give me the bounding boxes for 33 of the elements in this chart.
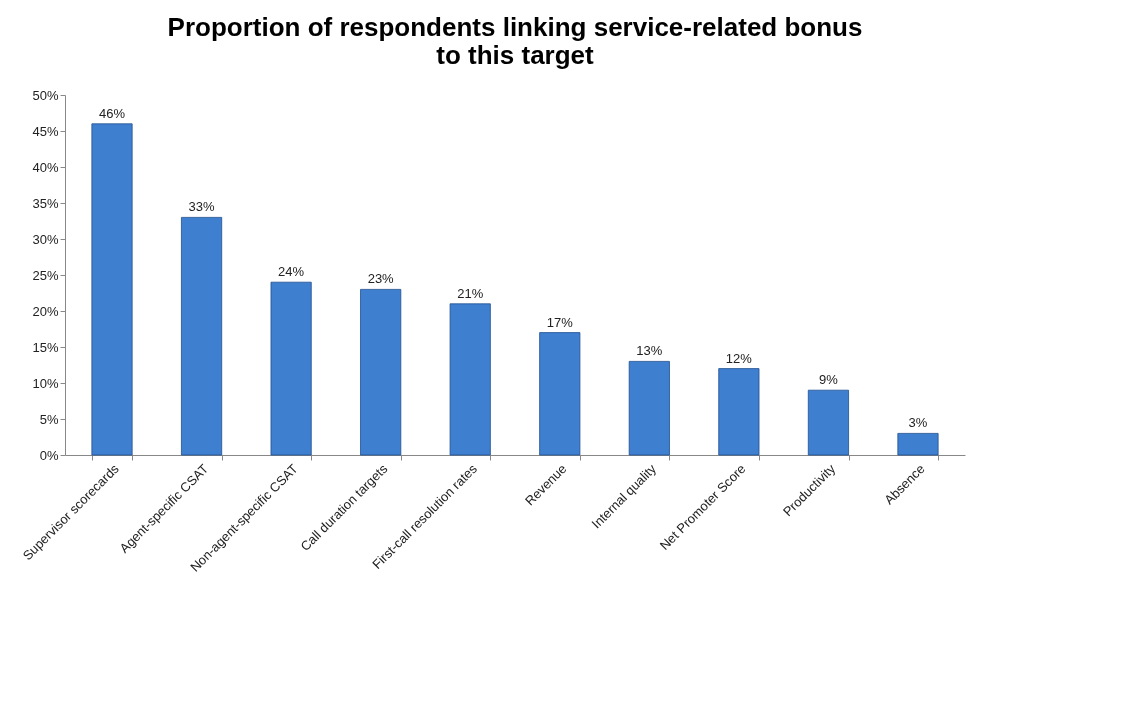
bar <box>718 368 760 456</box>
data-label: 46% <box>99 105 126 121</box>
bar <box>270 281 312 456</box>
data-label: 9% <box>819 372 839 388</box>
bar <box>91 123 133 456</box>
data-label: 21% <box>457 285 484 301</box>
y-tick-label: 20% <box>32 303 59 319</box>
data-label: 24% <box>278 264 305 280</box>
y-tick-label: 40% <box>32 159 59 175</box>
y-tick-label: 25% <box>32 267 59 283</box>
text: Proportion of respondents linking service-related bonus <box>167 12 863 42</box>
bar <box>360 289 402 456</box>
data-label: 13% <box>636 343 663 359</box>
text: to this target <box>436 40 594 70</box>
bar <box>449 303 491 456</box>
data-label: 33% <box>188 199 216 215</box>
bar <box>181 217 223 456</box>
bar <box>807 389 849 456</box>
y-tick-label: 0% <box>39 447 59 463</box>
y-tick-label: 15% <box>32 339 59 355</box>
data-label: 12% <box>725 350 753 366</box>
data-label: 17% <box>546 314 574 330</box>
y-tick-label: 10% <box>32 375 59 391</box>
y-tick-label: 45% <box>32 123 59 139</box>
bar <box>539 332 581 456</box>
y-tick-label: 30% <box>32 231 59 247</box>
data-label: 23% <box>367 271 395 287</box>
data-label: 3% <box>908 415 928 431</box>
y-tick-label: 5% <box>39 411 59 427</box>
bar <box>897 433 939 456</box>
y-tick-label: 50% <box>32 87 59 103</box>
y-tick-label: 35% <box>32 195 59 211</box>
bar <box>628 361 670 456</box>
